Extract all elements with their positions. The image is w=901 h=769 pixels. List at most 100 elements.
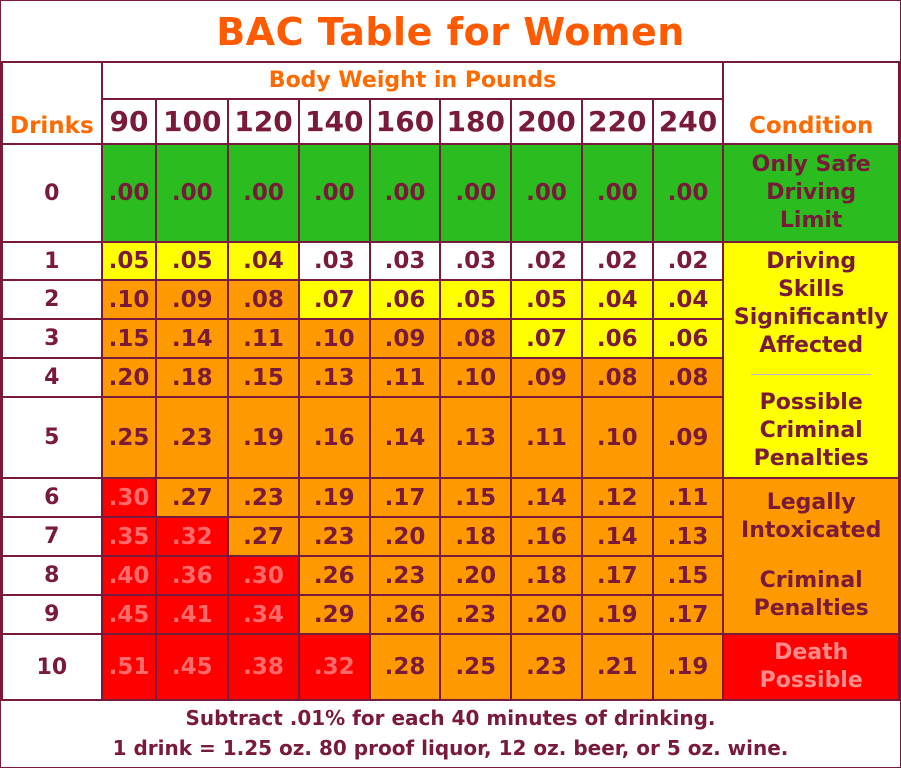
bac-value-cell: .00 <box>368 143 442 243</box>
condition-text: Driving <box>766 248 857 274</box>
weight-header-100: 100 <box>155 98 230 145</box>
bac-value-cell: .10 <box>100 279 158 320</box>
bac-value-cell: .14 <box>368 396 442 479</box>
drinks-row-6: 6.30.27.23.19.17.15.14.12.11 Legally Intox… <box>1 477 900 635</box>
weight-header-200: 200 <box>510 98 583 145</box>
condition-column-header: Condition <box>722 61 900 145</box>
drinks-count: 0 <box>1 143 103 243</box>
bac-value-cell: .03 <box>368 241 442 281</box>
page-title: BAC Table for Women <box>216 10 685 54</box>
drinks-count: 9 <box>1 594 103 635</box>
bac-value-cell: .11 <box>227 318 300 359</box>
footer-notes: Subtract .01% for each 40 minutes of dri… <box>2 699 899 769</box>
condition-text: Criminal <box>759 417 863 443</box>
drinks-count: 8 <box>1 555 103 596</box>
drinks-count: 10 <box>1 633 103 701</box>
bac-value-cell: .29 <box>297 594 371 635</box>
bac-value-cell: .02 <box>580 241 654 281</box>
condition-text: Penalties <box>753 445 869 471</box>
bac-value-cell: .06 <box>651 318 725 359</box>
bac-value-cell: .05 <box>510 279 583 320</box>
bac-value-cell: .02 <box>651 241 725 281</box>
bac-value-cell: .14 <box>155 318 230 359</box>
bac-value-cell: .06 <box>580 318 654 359</box>
bac-value-cell: .23 <box>297 516 371 557</box>
bac-value-cell: .04 <box>227 241 300 281</box>
condition-text: Penalties <box>753 596 869 621</box>
weight-header-220: 220 <box>580 98 654 145</box>
bac-value-cell: .34 <box>227 594 300 635</box>
bac-value-cell: .10 <box>580 396 654 479</box>
bac-value-cell: .05 <box>155 241 230 281</box>
condition-text: Death <box>774 640 849 665</box>
weight-header-140: 140 <box>297 98 371 145</box>
bac-value-cell: .09 <box>651 396 725 479</box>
drinks-row-8: 8.40.36.30.26.23.20.18.17.15 <box>1 555 899 596</box>
drinks-row-0: 0.00.00.00.00.00.00.00.00.00 Only Safe Dri… <box>1 143 900 243</box>
bac-value-cell: .20 <box>100 357 158 398</box>
bac-value-cell: .05 <box>100 241 158 281</box>
bac-value-cell: .15 <box>439 477 513 518</box>
drinks-row-3: 3.15.14.11.10.09.08.07.06.06 <box>1 318 899 359</box>
condition-text: Significantly <box>733 304 889 330</box>
bac-value-cell: .23 <box>227 477 300 518</box>
bac-value-cell: .26 <box>368 594 442 635</box>
bac-value-cell: .14 <box>510 477 583 518</box>
bac-value-cell: .07 <box>510 318 583 359</box>
drinks-count: 6 <box>1 477 103 518</box>
bac-value-cell: .16 <box>297 396 371 479</box>
bac-value-cell: .28 <box>368 633 442 701</box>
condition-impaired: Driving Skills Significantly Affected Possib… <box>722 241 900 479</box>
bac-value-cell: .13 <box>297 357 371 398</box>
drinks-row-4: 4.20.18.15.13.11.10.09.08.08 <box>1 357 899 398</box>
bac-value-cell: .45 <box>155 633 230 701</box>
bac-value-cell: .30 <box>100 477 158 518</box>
condition-text: Possible <box>759 668 863 693</box>
footer-line-subtract: Subtract .01% for each 40 minutes of dri… <box>185 706 716 730</box>
bac-value-cell: .17 <box>580 555 654 596</box>
bac-value-cell: .15 <box>100 318 158 359</box>
drinks-count: 2 <box>1 279 103 320</box>
condition-divider <box>725 545 897 567</box>
bac-value-cell: .27 <box>155 477 230 518</box>
bac-value-cell: .08 <box>439 318 513 359</box>
bac-value-cell: .07 <box>297 279 371 320</box>
condition-text: Criminal <box>759 568 863 593</box>
bac-value-cell: .20 <box>439 555 513 596</box>
bac-value-cell: .13 <box>651 516 725 557</box>
bac-value-cell: .23 <box>510 633 583 701</box>
bac-value-cell: .04 <box>580 279 654 320</box>
weight-header-240: 240 <box>651 98 725 145</box>
condition-text: Affected <box>759 332 864 358</box>
drinks-count: 5 <box>1 396 103 479</box>
bac-value-cell: .18 <box>439 516 513 557</box>
bac-value-cell: .20 <box>510 594 583 635</box>
bac-value-cell: .06 <box>368 279 442 320</box>
condition-text: Driving <box>766 180 857 205</box>
condition-text: Intoxicated <box>741 518 882 543</box>
condition-death: Death Possible <box>722 633 900 701</box>
condition-divider <box>751 373 872 375</box>
bac-value-cell: .12 <box>580 477 654 518</box>
bac-value-cell: .02 <box>510 241 583 281</box>
bac-value-cell: .16 <box>510 516 583 557</box>
footer-line-drink-definition: 1 drink = 1.25 oz. 80 proof liquor, 12 o… <box>112 736 789 760</box>
bac-value-cell: .19 <box>227 396 300 479</box>
bac-value-cell: .30 <box>227 555 300 596</box>
bac-value-cell: .38 <box>227 633 300 701</box>
bac-value-cell: .13 <box>439 396 513 479</box>
bac-value-cell: .19 <box>580 594 654 635</box>
drinks-row-10: 10.51.45.38.32.28.25.23.21.19 Death Possib… <box>1 633 900 701</box>
bac-value-cell: .14 <box>580 516 654 557</box>
bac-table: Drinks Body Weight in Pounds Condition 9… <box>1 61 900 701</box>
bac-value-cell: .11 <box>651 477 725 518</box>
bac-value-cell: .19 <box>651 633 725 701</box>
drinks-count: 1 <box>1 241 103 281</box>
bac-value-cell: .08 <box>227 279 300 320</box>
weight-header-120: 120 <box>227 98 300 145</box>
bac-value-cell: .41 <box>155 594 230 635</box>
bac-value-cell: .00 <box>297 143 371 243</box>
bac-value-cell: .19 <box>297 477 371 518</box>
bac-value-cell: .27 <box>227 516 300 557</box>
